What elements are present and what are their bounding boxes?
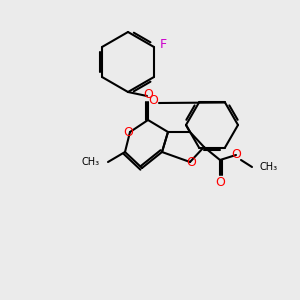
Text: CH₃: CH₃	[260, 162, 278, 172]
Text: CH₃: CH₃	[82, 157, 100, 167]
Text: O: O	[123, 125, 133, 139]
Text: F: F	[160, 38, 167, 52]
Text: O: O	[186, 157, 196, 169]
Text: O: O	[215, 176, 225, 188]
Text: O: O	[148, 94, 158, 106]
Text: O: O	[231, 148, 241, 161]
Text: O: O	[143, 88, 153, 101]
